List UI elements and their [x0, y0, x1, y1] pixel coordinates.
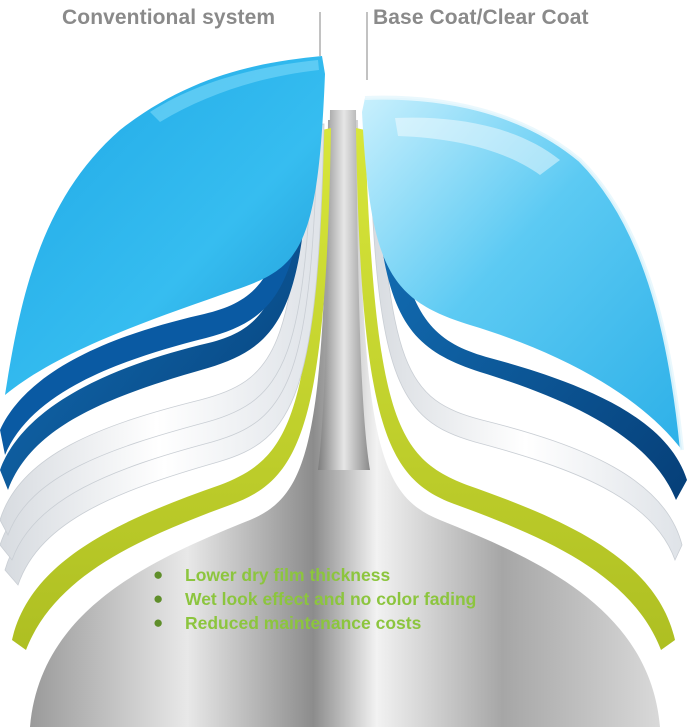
right-clear-coat-gloss: [395, 117, 560, 175]
conventional-system-label: Conventional system: [62, 6, 276, 29]
benefit-text: Lower dry film thickness: [185, 565, 391, 585]
benefit-text: Wet look effect and no color fading: [185, 589, 477, 609]
benefit-text: Reduced maintenance costs: [185, 613, 422, 633]
left-blue-layer-2: [0, 98, 312, 490]
bullet-icon: ●: [153, 589, 164, 608]
right-green-primer: [356, 128, 675, 650]
benefit-item: ● Lower dry film thickness: [150, 563, 476, 587]
benefit-item: ● Wet look effect and no color fading: [150, 587, 476, 611]
left-blue-layer-1: [0, 88, 310, 455]
left-topcoat: [5, 56, 325, 395]
bullet-icon: ●: [153, 565, 164, 584]
right-blue-base-coat: [372, 98, 687, 500]
left-green-primer: [12, 128, 331, 650]
benefit-item: ● Reduced maintenance costs: [150, 611, 476, 635]
bullet-icon: ●: [153, 613, 164, 632]
base-coat-clear-coat-label: Base Coat/Clear Coat: [373, 6, 589, 29]
left-topcoat-sheen: [150, 60, 319, 122]
benefits-list: ● Lower dry film thickness ● Wet look ef…: [150, 563, 476, 635]
steel-core: [318, 110, 370, 470]
right-clear-coat-edge: [364, 95, 684, 451]
